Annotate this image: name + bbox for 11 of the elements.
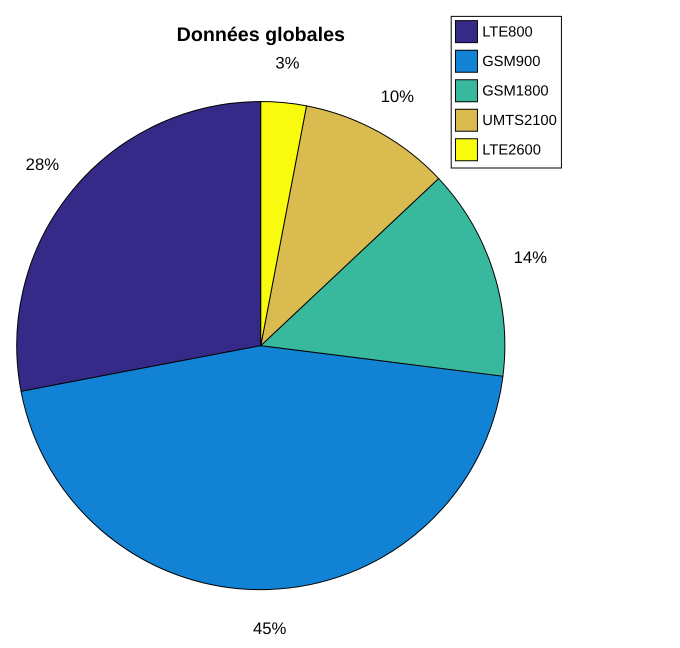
- data-label: 28%: [26, 154, 60, 174]
- data-label: 3%: [275, 53, 300, 72]
- legend-label: LTE2600: [482, 142, 541, 159]
- chart-title: Données globales: [176, 24, 346, 46]
- data-label: 45%: [252, 618, 287, 638]
- data-label: 14%: [514, 248, 548, 267]
- data-label: 10%: [380, 87, 414, 106]
- legend-label: GSM900: [482, 54, 540, 70]
- legend-label: UMTS2100: [482, 113, 557, 130]
- legend-label: LTE800: [482, 24, 533, 41]
- legend-label: GSM1800: [482, 84, 549, 100]
